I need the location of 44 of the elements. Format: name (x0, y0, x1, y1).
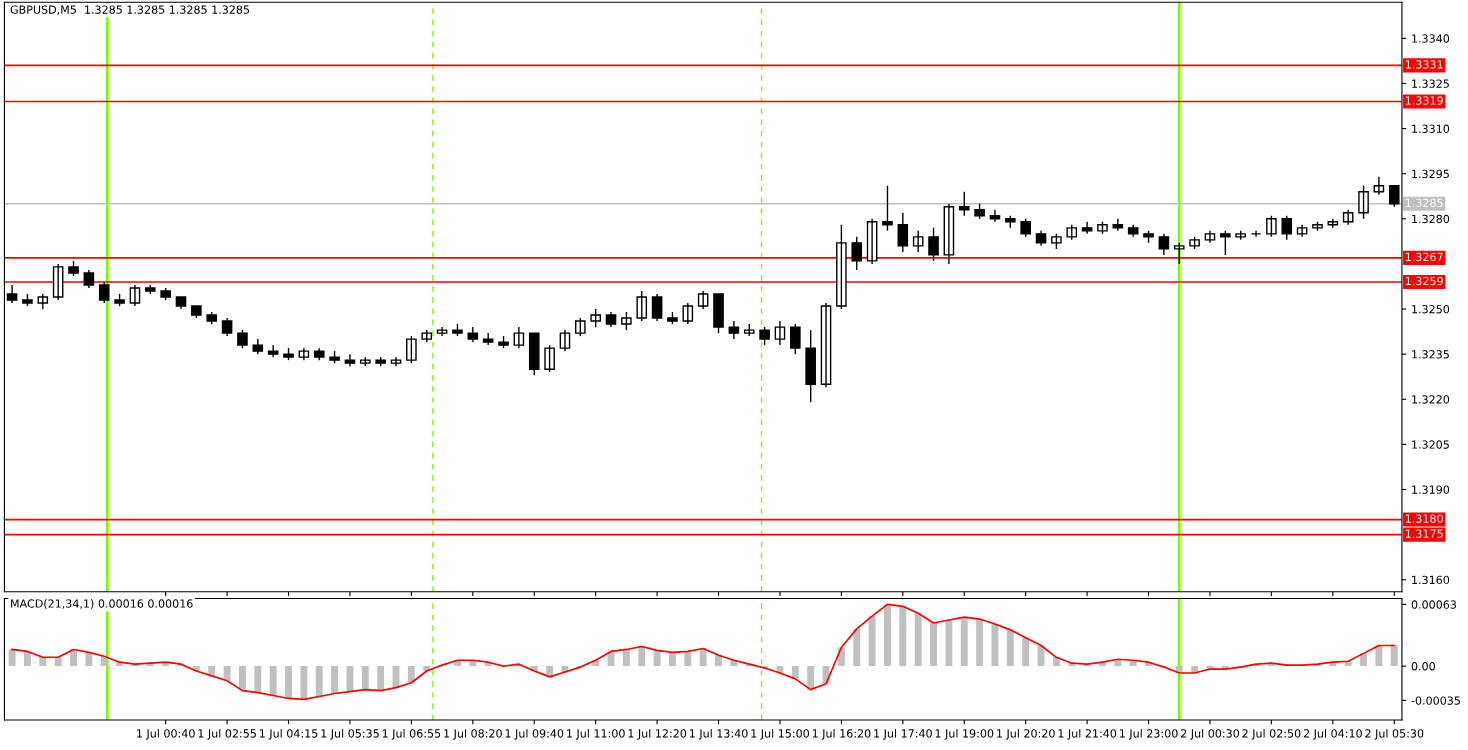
ref-line-label: 1.3285 (1405, 198, 1443, 207)
ref-line-label: 1.3180 (1405, 514, 1443, 523)
y-tick-label: 1.3160 (1412, 575, 1450, 585)
x-tick-label: 2 Jul 02:50 (1242, 729, 1301, 740)
x-tick-label: 2 Jul 04:10 (1303, 729, 1362, 740)
y-tick-label: 1.3325 (1412, 79, 1449, 88)
x-tick-label: 1 Jul 15:00 (751, 729, 809, 740)
x-tick-label: 1 Jul 05:35 (321, 729, 379, 740)
x-tick-label: 1 Jul 17:40 (874, 729, 932, 740)
ref-line-label: 1.3267 (1405, 252, 1443, 262)
x-tick-label: 1 Jul 16:20 (812, 729, 871, 740)
y-tick-label: 1.3250 (1412, 305, 1450, 314)
chart-title: MACD(21,34,1) 0.00016 0.00016 (11, 599, 193, 610)
y-tick-label: 0.00063 (1411, 600, 1457, 609)
x-tick-label: 1 Jul 08:20 (444, 729, 502, 740)
y-tick-label: 1.3235 (1412, 350, 1449, 359)
y-tick-label: 1.3310 (1412, 124, 1450, 133)
x-tick-label: 1 Jul 23:00 (1119, 729, 1178, 740)
y-tick-label: 1.3220 (1412, 395, 1450, 404)
x-tick-label: 1 Jul 11:00 (567, 729, 625, 740)
y-tick-label: 1.3340 (1412, 34, 1450, 43)
x-tick-label: 1 Jul 20:20 (997, 729, 1055, 740)
x-tick-label: 1 Jul 02:55 (198, 729, 256, 740)
x-tick-label: 1 Jul 21:40 (1058, 729, 1117, 740)
x-tick-label: 2 Jul 05:30 (1365, 729, 1424, 740)
x-tick-label: 1 Jul 13:40 (689, 729, 748, 740)
x-tick-label: 1 Jul 04:15 (259, 729, 318, 740)
x-tick-label: 1 Jul 12:20 (628, 729, 687, 740)
ref-line-label: 1.3175 (1405, 529, 1443, 538)
x-tick-label: 1 Jul 09:40 (505, 729, 564, 740)
ref-line-label: 1.3259 (1405, 276, 1443, 286)
y-tick-label: 1.3280 (1412, 214, 1450, 224)
y-tick-label: 0.00 (1411, 662, 1435, 671)
ref-line-label: 1.3331 (1405, 60, 1443, 69)
y-tick-label: 1.3295 (1412, 169, 1449, 179)
y-tick-label: 1.3190 (1412, 485, 1450, 494)
y-tick-label: -0.00035 (1411, 696, 1460, 705)
ref-line-label: 1.3319 (1405, 96, 1443, 105)
x-tick-label: 1 Jul 19:00 (935, 729, 994, 740)
x-tick-label: 1 Jul 00:40 (137, 729, 195, 740)
y-tick-label: 1.3205 (1412, 440, 1449, 449)
chart-title: GBPUSD,M5 1.3285 1.3285 1.3285 1.3285 (10, 5, 250, 15)
x-tick-label: 1 Jul 06:55 (382, 729, 441, 740)
x-tick-label: 2 Jul 00:30 (1181, 729, 1240, 740)
